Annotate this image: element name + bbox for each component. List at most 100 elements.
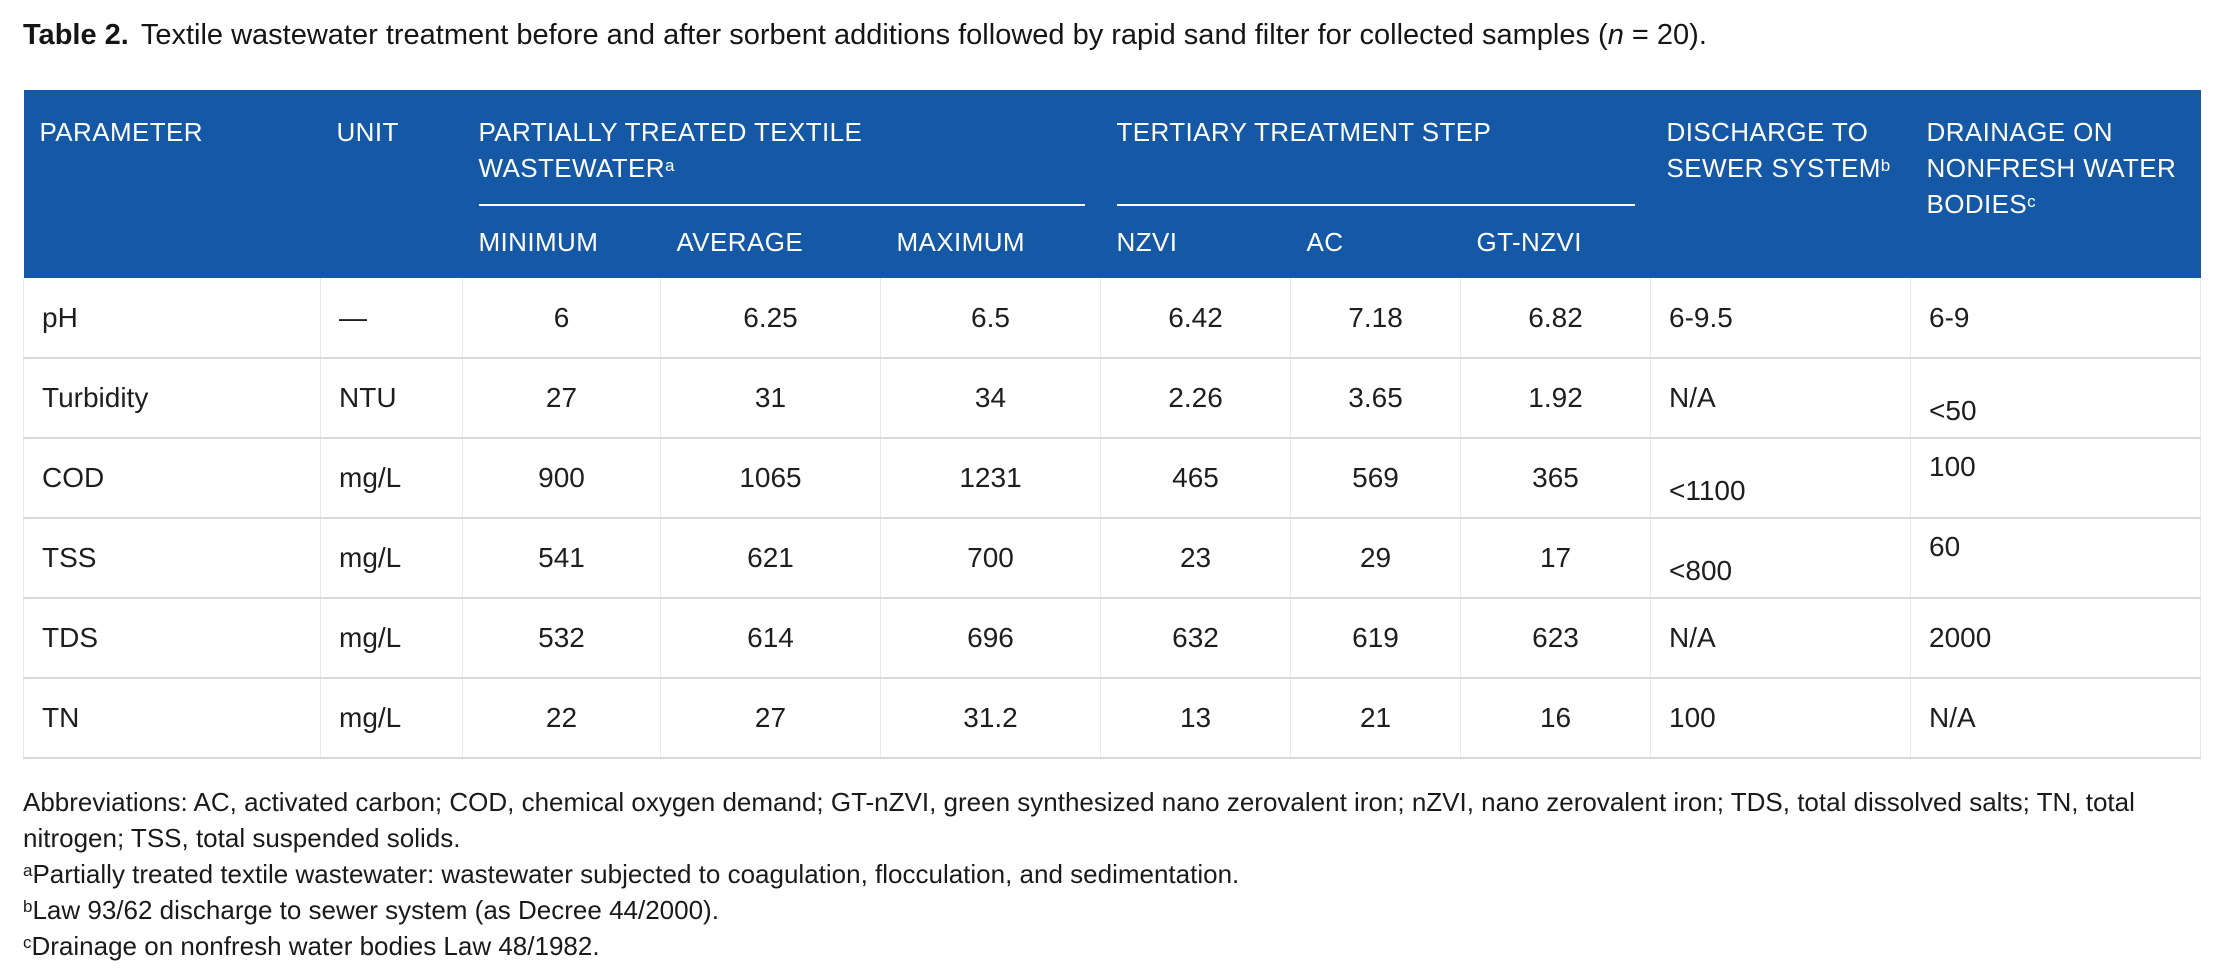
cell-gt-nzvi: 365 [1460, 438, 1651, 519]
cell-minimum: 27 [462, 358, 661, 439]
cell-unit: NTU [320, 358, 463, 439]
cell-discharge: 6-9.5 [1650, 278, 1911, 359]
group-header-partially-treated: PARTIALLY TREATED TEXTILE WASTEWATERa [462, 90, 1101, 206]
footnote-b-marker: b [23, 897, 33, 916]
cell-ac: 3.65 [1290, 358, 1461, 439]
group-header-tertiary-label: TERTIARY TREATMENT STEP [1116, 117, 1492, 147]
col-header-unit: UNIT [320, 90, 463, 278]
cell-parameter: TSS [23, 518, 321, 599]
cell-parameter: TDS [23, 598, 321, 679]
cell-minimum: 6 [462, 278, 661, 359]
col-header-gt-nzvi: GT-NZVI [1460, 206, 1651, 278]
col-header-drainage-label: DRAINAGE ON NONFRESH WATER BODIESc [1926, 117, 2177, 219]
cell-maximum: 696 [879, 598, 1101, 679]
treatment-results-table: PARAMETER UNIT PARTIALLY TREATED TEXTILE… [23, 90, 2202, 759]
cell-discharge: 100 [1650, 678, 1911, 759]
cell-maximum: 1231 [879, 438, 1101, 519]
col-header-discharge-sewer: DISCHARGE TO SEWER SYSTEMb [1650, 90, 1911, 278]
cell-unit: mg/L [320, 438, 463, 519]
cell-drainage: 6-9 [1910, 278, 2202, 359]
cell-drainage: <50 [1910, 358, 2202, 439]
cell-average: 1065 [660, 438, 881, 519]
group-underline-tertiary: TERTIARY TREATMENT STEP [1116, 114, 1635, 206]
cell-minimum: 900 [462, 438, 661, 519]
cell-parameter: COD [23, 438, 321, 519]
cell-nzvi: 6.42 [1100, 278, 1291, 359]
table-row-turbidity: Turbidity NTU 27 31 34 2.26 3.65 1.92 N/… [23, 358, 2202, 439]
footnote-abbreviations: Abbreviations: AC, activated carbon; COD… [23, 787, 2135, 853]
cell-minimum: 541 [462, 518, 661, 599]
cell-gt-nzvi: 6.82 [1460, 278, 1651, 359]
footnote-c: cDrainage on nonfresh water bodies Law 4… [23, 931, 600, 961]
col-header-unit-label: UNIT [336, 117, 399, 147]
table-row-ph: pH — 6 6.25 6.5 6.42 7.18 6.82 6-9.5 6-9 [23, 278, 2202, 359]
col-header-drainage-nonfresh: DRAINAGE ON NONFRESH WATER BODIESc [1910, 90, 2201, 278]
table-caption-number: Table 2. [23, 19, 129, 51]
cell-parameter: Turbidity [23, 358, 321, 439]
col-header-average: AVERAGE [660, 206, 881, 278]
cell-nzvi: 2.26 [1100, 358, 1291, 439]
cell-average: 27 [660, 678, 881, 759]
cell-discharge: <800 [1650, 518, 1911, 599]
cell-ac: 7.18 [1290, 278, 1461, 359]
cell-unit: — [320, 278, 463, 359]
table-row-tds: TDS mg/L 532 614 696 632 619 623 N/A 200… [23, 598, 2202, 679]
cell-parameter: pH [23, 278, 321, 359]
cell-drainage: 100 [1910, 438, 2202, 519]
footnote-b: bLaw 93/62 discharge to sewer system (as… [23, 895, 719, 925]
cell-gt-nzvi: 16 [1460, 678, 1651, 759]
cell-maximum: 700 [879, 518, 1101, 599]
col-header-minimum: MINIMUM [462, 206, 661, 278]
table-row-tn: TN mg/L 22 27 31.2 13 21 16 100 N/A [23, 678, 2202, 759]
footnote-marker-a-ref: a [664, 156, 675, 175]
cell-discharge: N/A [1650, 598, 1911, 679]
cell-ac: 619 [1290, 598, 1461, 679]
cell-nzvi: 632 [1100, 598, 1291, 679]
table-row-cod: COD mg/L 900 1065 1231 465 569 365 <1100… [23, 438, 2202, 519]
cell-ac: 21 [1290, 678, 1461, 759]
table-caption: Table 2. Textile wastewater treatment bef… [23, 16, 2200, 54]
group-underline-pttw: PARTIALLY TREATED TEXTILE WASTEWATERa [478, 114, 1085, 206]
cell-drainage: 2000 [1910, 598, 2202, 679]
footnote-marker-b-ref: b [1880, 156, 1891, 175]
cell-average: 621 [660, 518, 881, 599]
cell-average: 31 [660, 358, 881, 439]
table-header: PARAMETER UNIT PARTIALLY TREATED TEXTILE… [23, 90, 2201, 278]
cell-ac: 569 [1290, 438, 1461, 519]
col-header-ac: AC [1290, 206, 1461, 278]
cell-gt-nzvi: 623 [1460, 598, 1651, 679]
cell-drainage: 60 [1910, 518, 2202, 599]
table-footnotes: Abbreviations: AC, activated carbon; COD… [23, 784, 2200, 964]
cell-parameter: TN [23, 678, 321, 759]
cell-nzvi: 465 [1100, 438, 1291, 519]
cell-minimum: 532 [462, 598, 661, 679]
cell-minimum: 22 [462, 678, 661, 759]
cell-average: 614 [660, 598, 881, 679]
cell-discharge: <1100 [1650, 438, 1911, 519]
cell-average: 6.25 [660, 278, 881, 359]
col-header-parameter-label: PARAMETER [39, 117, 203, 147]
footnote-marker-c-ref: c [2027, 192, 2037, 211]
col-header-parameter: PARAMETER [23, 90, 321, 278]
cell-drainage: N/A [1910, 678, 2202, 759]
group-header-tertiary-treatment: TERTIARY TREATMENT STEP [1100, 90, 1651, 206]
footnote-a-marker: a [23, 861, 33, 880]
table-caption-n-italic: n [1607, 19, 1624, 51]
cell-ac: 29 [1290, 518, 1461, 599]
col-header-discharge-label: DISCHARGE TO SEWER SYSTEMb [1666, 117, 1891, 183]
cell-gt-nzvi: 1.92 [1460, 358, 1651, 439]
table-body: pH — 6 6.25 6.5 6.42 7.18 6.82 6-9.5 6-9… [23, 278, 2202, 759]
cell-gt-nzvi: 17 [1460, 518, 1651, 599]
cell-maximum: 34 [879, 358, 1101, 439]
cell-unit: mg/L [320, 518, 463, 599]
cell-nzvi: 23 [1100, 518, 1291, 599]
cell-unit: mg/L [320, 598, 463, 679]
col-header-nzvi: NZVI [1100, 206, 1291, 278]
table-caption-text: Textile wastewater treatment before and … [140, 19, 1608, 51]
group-header-pttw-label: PARTIALLY TREATED TEXTILE WASTEWATERa [478, 117, 863, 183]
table-row-tss: TSS mg/L 541 621 700 23 29 17 <800 60 [23, 518, 2202, 599]
cell-discharge: N/A [1650, 358, 1911, 439]
cell-maximum: 31.2 [879, 678, 1101, 759]
cell-unit: mg/L [320, 678, 463, 759]
col-header-maximum: MAXIMUM [880, 206, 1101, 278]
